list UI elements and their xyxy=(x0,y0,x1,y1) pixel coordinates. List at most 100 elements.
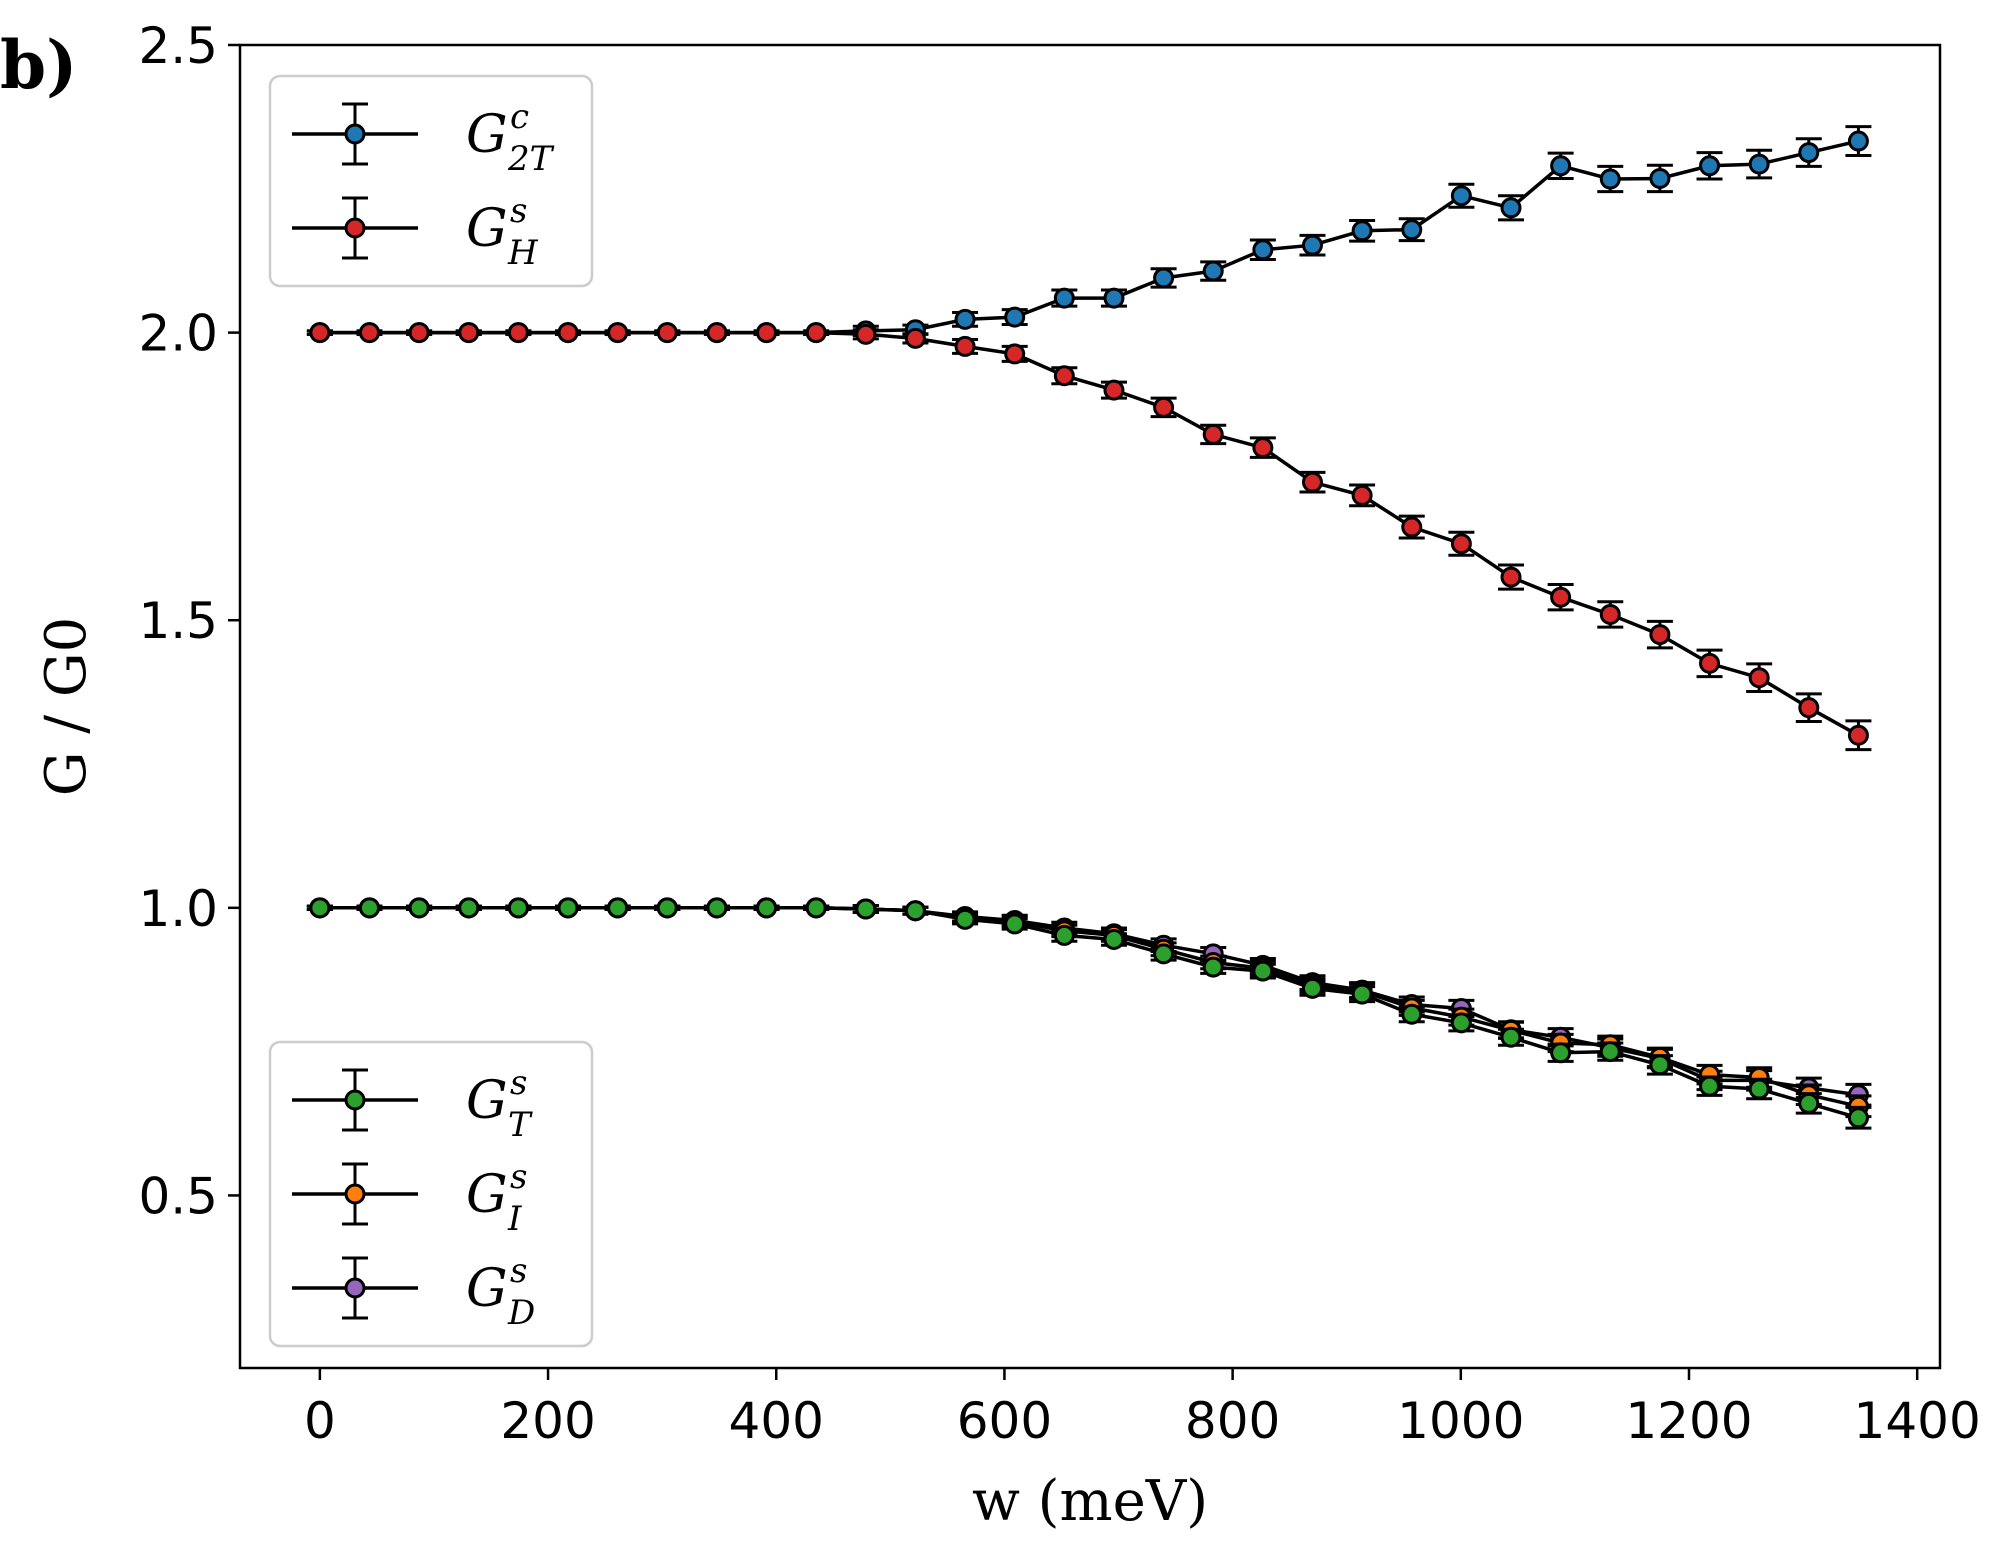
legend-label-main: G xyxy=(466,1259,508,1319)
data-point xyxy=(1153,943,1175,965)
data-point xyxy=(855,323,877,345)
y-tick-label: 2.0 xyxy=(138,305,218,363)
data-point xyxy=(358,322,380,344)
data-point xyxy=(1004,913,1026,935)
data-point xyxy=(1450,185,1472,207)
data-point xyxy=(607,322,629,344)
data-point xyxy=(358,897,380,919)
data-point xyxy=(557,897,579,919)
x-axis-label: w (meV) xyxy=(972,1469,1208,1534)
x-tick-label: 400 xyxy=(729,1392,824,1450)
data-point xyxy=(1699,155,1721,177)
data-point xyxy=(1500,566,1522,588)
data-point xyxy=(1351,983,1373,1005)
data-point xyxy=(1202,956,1224,978)
data-point xyxy=(1351,484,1373,506)
data-point xyxy=(1153,396,1175,418)
data-point xyxy=(607,897,629,919)
data-point xyxy=(1004,343,1026,365)
data-point xyxy=(756,322,778,344)
data-point xyxy=(408,897,430,919)
data-point xyxy=(1103,287,1125,309)
data-point xyxy=(1252,239,1274,261)
x-tick-label: 1400 xyxy=(1854,1392,1981,1450)
data-point xyxy=(458,322,480,344)
legend-label-sup: s xyxy=(510,1157,527,1197)
data-point xyxy=(1301,977,1323,999)
legend-box xyxy=(268,74,594,288)
series-GHs xyxy=(306,322,1872,752)
data-point xyxy=(1550,155,1572,177)
data-point xyxy=(1202,423,1224,445)
data-point xyxy=(1847,130,1869,152)
data-point xyxy=(1599,603,1621,625)
data-point xyxy=(557,322,579,344)
data-point xyxy=(954,908,976,930)
legend-label-sup: s xyxy=(510,1063,527,1103)
x-tick-label: 600 xyxy=(957,1392,1052,1450)
data-point xyxy=(1351,220,1373,242)
y-axis-label: G / G0 xyxy=(34,617,99,797)
data-point xyxy=(1649,167,1671,189)
data-point xyxy=(904,900,926,922)
legend-label-sup: c xyxy=(510,97,529,137)
data-point xyxy=(1053,924,1075,946)
data-point xyxy=(507,897,529,919)
data-point xyxy=(309,897,331,919)
data-point xyxy=(1401,219,1423,241)
axes-layer: 0 200 400 600 800 1000 1200 1400 0.5 1.0 1.5 2.0 2.5… xyxy=(34,17,1981,1534)
data-point xyxy=(1401,516,1423,538)
data-point xyxy=(458,897,480,919)
data-point xyxy=(1550,1042,1572,1064)
labels-layer: b) xyxy=(0,26,77,104)
data-point xyxy=(1847,1107,1869,1129)
data-point xyxy=(805,322,827,344)
legend-marker xyxy=(344,217,366,239)
legend-marker xyxy=(344,123,366,145)
data-point xyxy=(1004,306,1026,328)
data-point xyxy=(1401,1003,1423,1025)
data-point xyxy=(1649,624,1671,646)
data-point xyxy=(904,327,926,349)
series-GTs xyxy=(306,897,1872,1130)
legend-label-sup: s xyxy=(510,1251,527,1291)
data-point xyxy=(1699,652,1721,674)
data-point xyxy=(1103,379,1125,401)
data-point xyxy=(756,897,778,919)
data-point xyxy=(309,322,331,344)
data-point xyxy=(1053,287,1075,309)
data-point xyxy=(1847,724,1869,746)
data-point xyxy=(1798,142,1820,164)
data-point xyxy=(1748,153,1770,175)
data-point xyxy=(706,897,728,919)
legend-label-sub: D xyxy=(507,1293,535,1333)
data-point xyxy=(1153,267,1175,289)
data-point xyxy=(706,322,728,344)
data-point xyxy=(656,897,678,919)
data-point xyxy=(1500,1026,1522,1048)
data-point xyxy=(1748,1078,1770,1100)
data-point xyxy=(1103,928,1125,950)
legend-label-main: G xyxy=(466,1165,508,1225)
data-point xyxy=(1450,533,1472,555)
data-point xyxy=(656,322,678,344)
legend-label-sub: H xyxy=(507,233,539,273)
y-tick-label: 0.5 xyxy=(138,1167,218,1225)
data-point xyxy=(1748,667,1770,689)
data-point xyxy=(507,322,529,344)
legend-marker xyxy=(344,1183,366,1205)
x-tick-label: 1000 xyxy=(1397,1392,1524,1450)
data-point xyxy=(1599,168,1621,190)
data-point xyxy=(1252,437,1274,459)
legend-label-sup: s xyxy=(510,191,527,231)
legend-marker xyxy=(344,1277,366,1299)
legend-marker xyxy=(344,1089,366,1111)
x-tick-label: 0 xyxy=(304,1392,336,1450)
y-tick-label: 1.5 xyxy=(138,592,218,650)
